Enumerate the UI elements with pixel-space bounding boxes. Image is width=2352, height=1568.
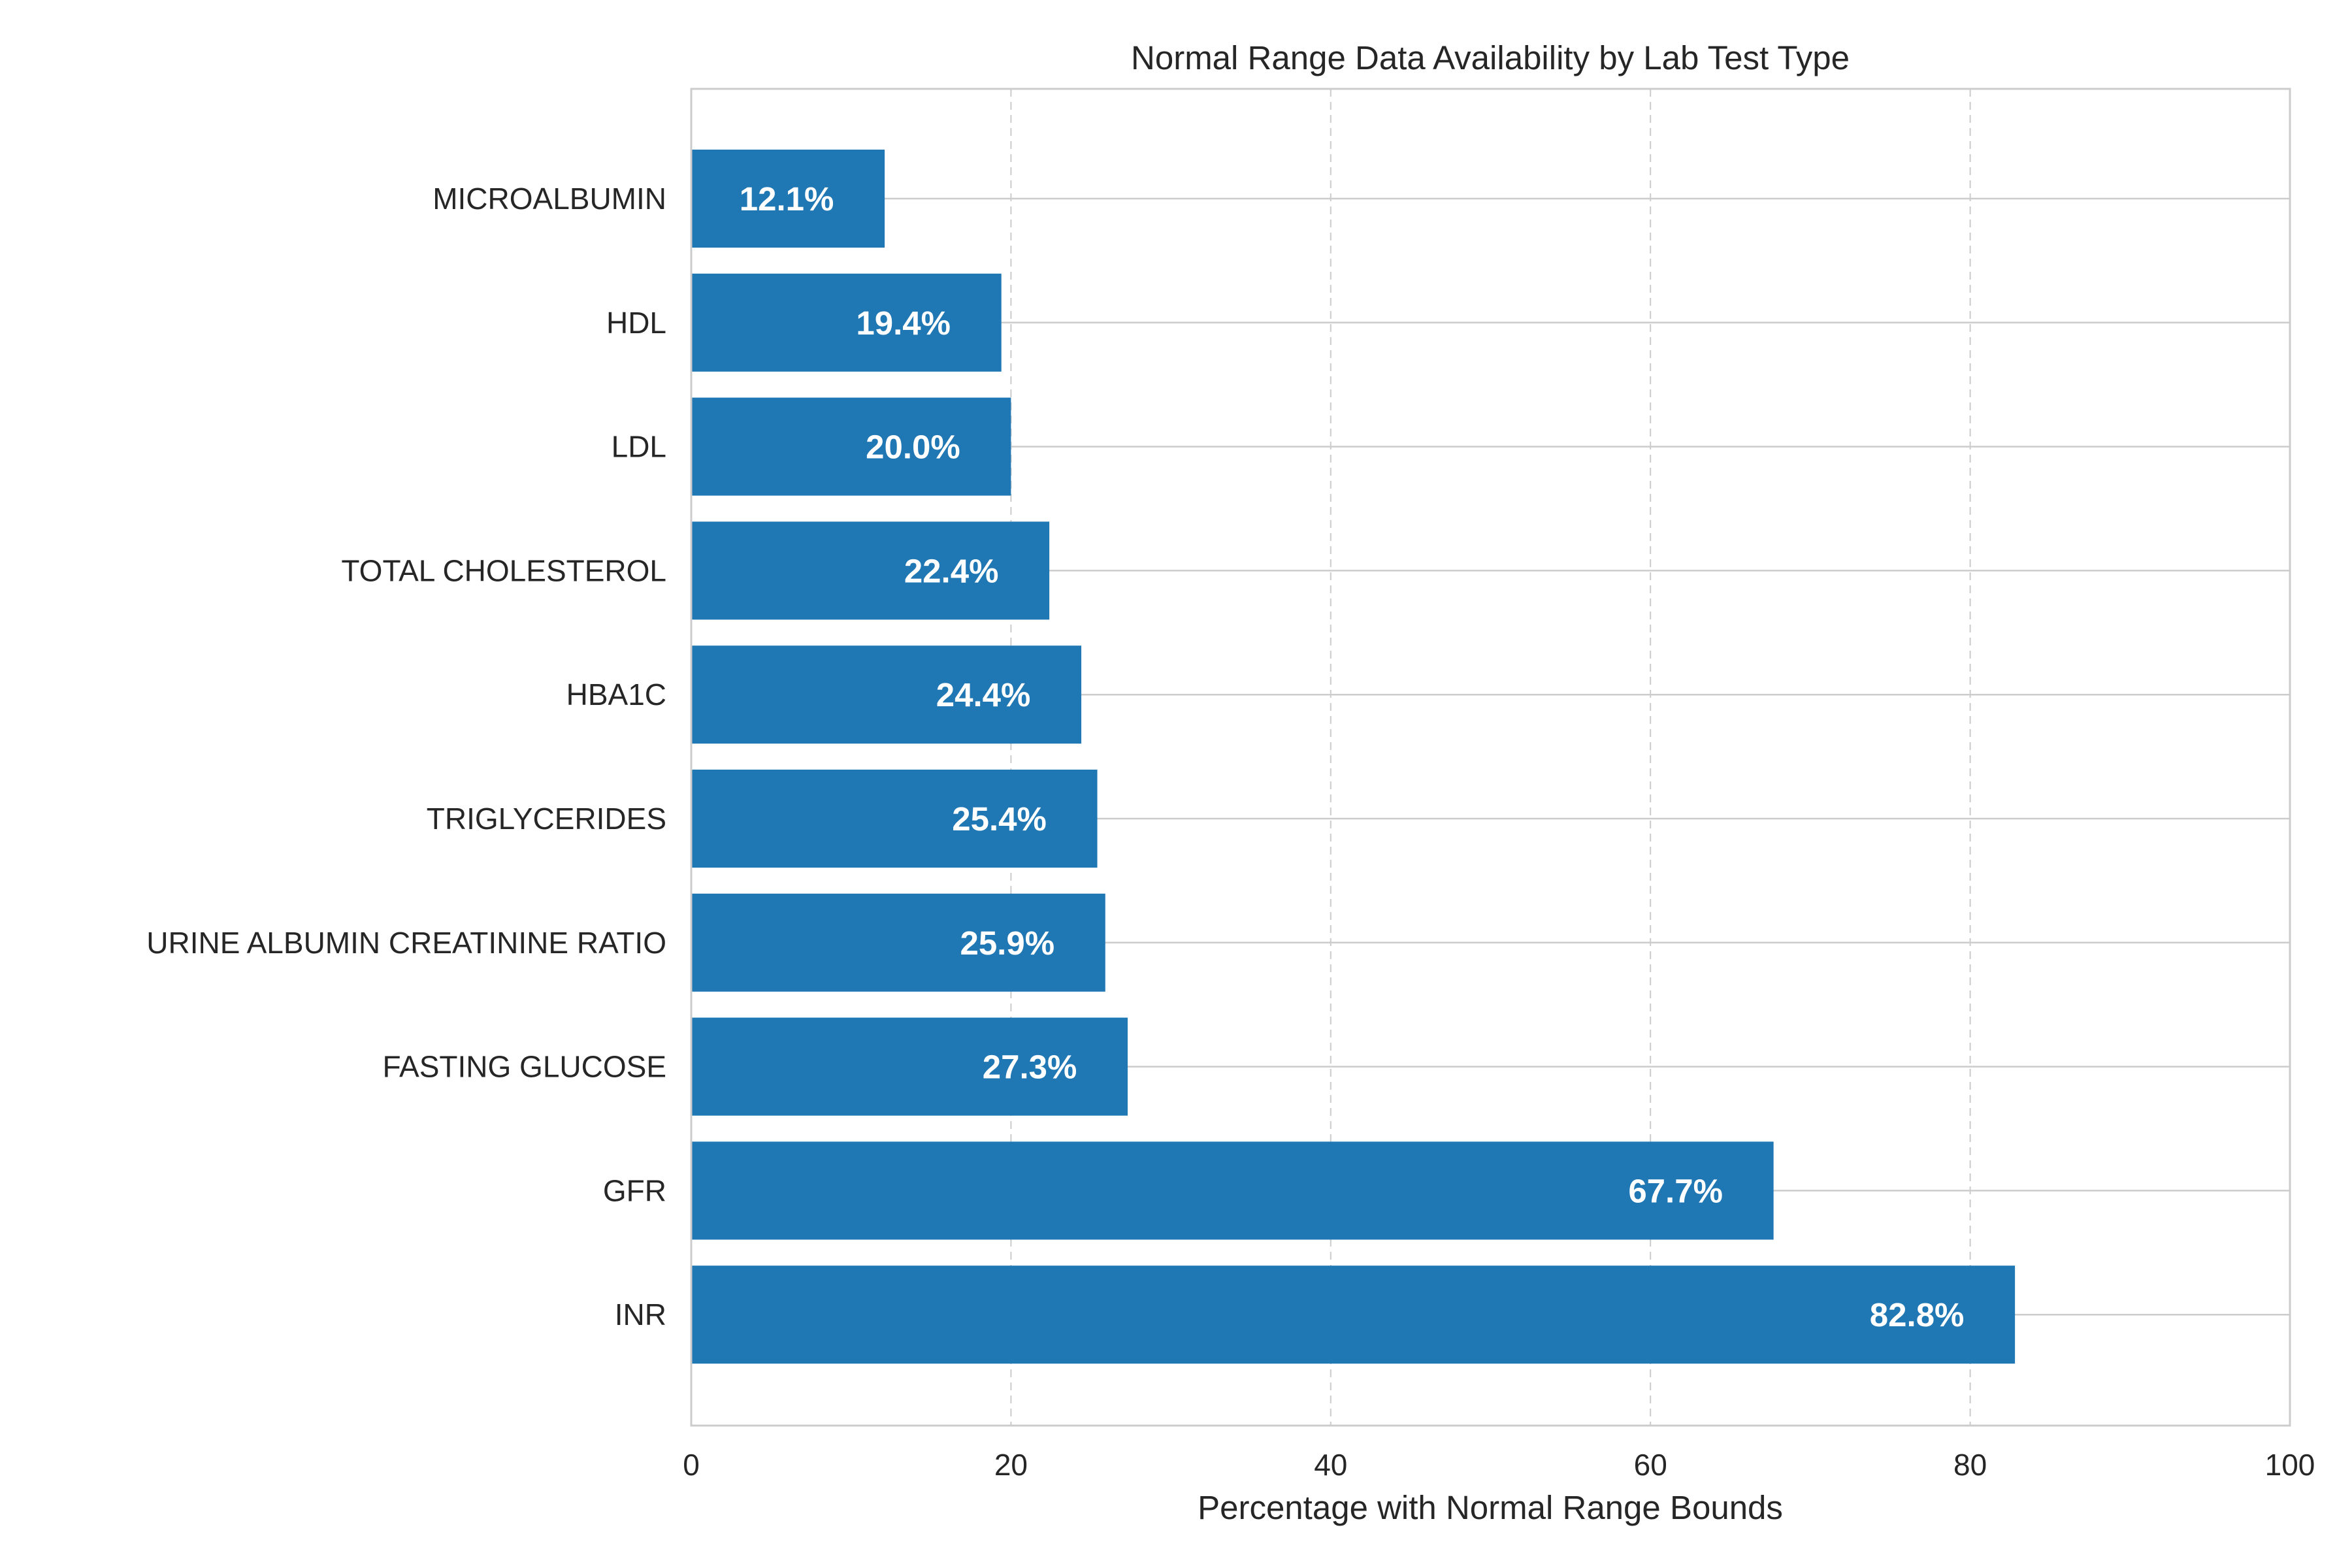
plot-frame	[690, 88, 2291, 1427]
x-axis-label: Percentage with Normal Range Bounds	[1198, 1489, 1783, 1526]
y-tick-label: HDL	[606, 306, 666, 340]
bar-value-label: 12.1%	[740, 180, 834, 218]
x-tick-label: 40	[1314, 1448, 1347, 1482]
bar-value-label: 22.4%	[904, 552, 999, 589]
bar	[691, 397, 1011, 496]
y-tick-label: LDL	[612, 430, 666, 464]
bar	[691, 893, 1105, 992]
x-axis-ticks: 0 20 40 60 80 100	[683, 1448, 2315, 1482]
bar	[691, 770, 1098, 868]
bar-value-label: 25.4%	[952, 800, 1047, 838]
chart-title: Normal Range Data Availability by Lab Te…	[1131, 39, 1850, 76]
bars: 12.1% 19.4% 20.0% 22.4% 24.4% 25.4% 25.9% 27.3%…	[691, 150, 2016, 1364]
bar-value-label: 82.8%	[1870, 1296, 1965, 1333]
x-tick-label: 0	[683, 1448, 700, 1482]
bar	[691, 1017, 1128, 1116]
x-tick-label: 20	[994, 1448, 1028, 1482]
bar	[691, 273, 1002, 372]
bar	[691, 150, 885, 248]
x-tick-label: 100	[2265, 1448, 2315, 1482]
x-tick-label: 80	[1953, 1448, 1987, 1482]
bar-value-label: 24.4%	[936, 676, 1031, 713]
y-axis-ticks: MICROALBUMIN HDL LDL TOTAL CHOLESTEROL HBA1C…	[146, 182, 666, 1331]
bar	[691, 1141, 1774, 1240]
y-tick-label: URINE ALBUMIN CREATININE RATIO	[146, 926, 666, 960]
bar-value-label: 27.3%	[983, 1049, 1077, 1086]
y-tick-label: GFR	[603, 1173, 666, 1207]
y-tick-label: INR	[615, 1298, 666, 1331]
bar	[691, 645, 1082, 744]
x-tick-label: 60	[1634, 1448, 1667, 1482]
bar	[691, 1266, 2016, 1364]
y-tick-label: MICROALBUMIN	[433, 182, 666, 216]
bar-value-label: 67.7%	[1628, 1172, 1723, 1209]
bar-value-label: 19.4%	[856, 304, 951, 342]
bar	[691, 521, 1050, 620]
plot-frame-border	[690, 88, 2291, 1427]
y-tick-label: TOTAL CHOLESTEROL	[341, 553, 666, 587]
y-tick-label: HBA1C	[566, 678, 666, 711]
bar-value-label: 20.0%	[866, 429, 960, 466]
y-tick-label: FASTING GLUCOSE	[382, 1050, 666, 1084]
bar-value-label: 25.9%	[960, 924, 1054, 962]
y-tick-label: TRIGLYCERIDES	[427, 802, 666, 836]
